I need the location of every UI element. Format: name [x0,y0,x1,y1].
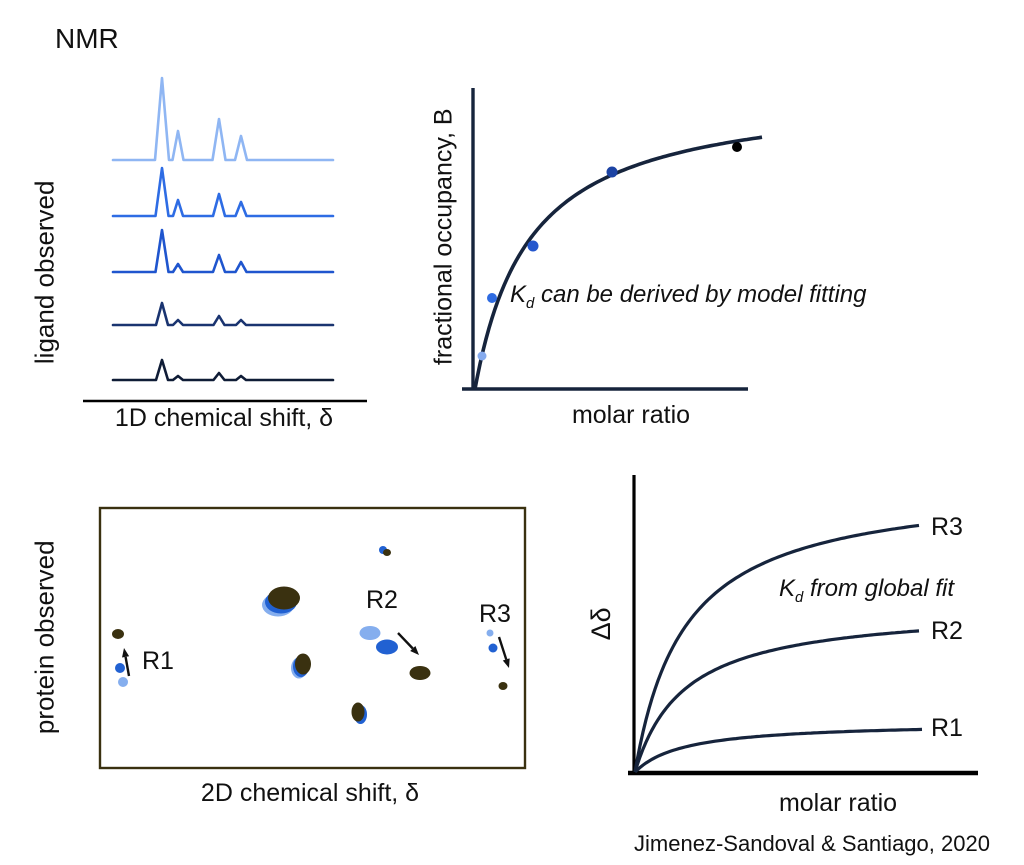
2d-peak-2 [115,663,125,673]
shift-arrow-2 [397,632,414,650]
shift-arrowhead-1 [122,648,130,658]
shift-arrowhead-2 [410,646,419,655]
2d-peak-label-r3: R3 [479,600,511,628]
2d-peak-7 [359,626,381,640]
shift-arrow-3 [497,636,508,660]
2d-peak-4 [268,586,300,610]
curve-label-r2: R2 [931,617,963,645]
citation: Jimenez-Sandoval & Santiago, 2020 [634,831,990,856]
nmr-1d-trace-2 [111,166,335,218]
2d-peak-9 [409,666,431,680]
2d-spectrum-box [98,506,527,770]
kd-symbol: K [779,575,796,602]
molar-ratio-xlabel-top: molar ratio [571,401,691,429]
figure-title: NMR [55,23,119,54]
shift-arrowhead-3 [502,658,510,668]
nmr-1d-trace-4 [111,301,335,327]
2d-peak-1 [112,629,124,639]
kd-model-fitting-annotation: Kd can be derived by model fitting [510,281,867,312]
kd-subscript: d [526,295,535,312]
2d-peak-label-r1: R1 [142,647,174,675]
binding-curve [473,135,763,390]
curve-label-r1: R1 [931,714,963,742]
protein-observed-ylabel: protein observed [29,540,60,735]
2d-peak-11 [486,629,494,637]
shift-arrow-1 [124,656,131,677]
nmr-1d-trace-3 [111,228,335,274]
molar-ratio-xlabel-bottom: molar ratio [778,789,898,817]
kd-annotation-text: can be derived by model fitting [534,281,867,308]
2d-peak-label-r2: R2 [366,586,398,614]
2d-peak-5 [383,549,391,556]
binding-data-point-3 [527,240,539,252]
nmr-1d-trace-5 [111,358,335,382]
2d-peak-3 [118,677,128,687]
kd-symbol: K [510,281,527,308]
global-fit-curve-R3 [633,523,920,773]
ligand-observed-ylabel: ligand observed [29,180,60,365]
kd-global-fit-annotation: Kd from global fit [779,575,955,606]
2d-peak-6 [295,653,311,675]
nmr-1d-trace-1 [111,76,335,162]
delta-delta-ylabel: Δδ [586,607,617,641]
global-fit-curve-R1 [633,727,923,774]
global-fit-curve-R2 [633,629,920,773]
binding-data-point-5 [732,142,742,152]
fractional-occupancy-ylabel: fractional occupancy, B [429,108,458,366]
2d-peak-12 [488,643,498,653]
binding-data-point-4 [606,166,618,178]
binding-data-point-2 [487,293,497,303]
curve-label-r3: R3 [931,513,963,541]
1d-chemical-shift-xlabel: 1D chemical shift, δ [114,404,334,432]
2d-peak-10 [351,702,365,722]
2d-chemical-shift-xlabel: 2D chemical shift, δ [200,779,420,807]
2d-peak-13 [498,682,508,690]
kd-subscript: d [795,589,804,606]
2d-peak-8 [376,639,398,655]
binding-data-point-1 [477,351,487,361]
kd-annotation-text: from global fit [803,575,955,602]
